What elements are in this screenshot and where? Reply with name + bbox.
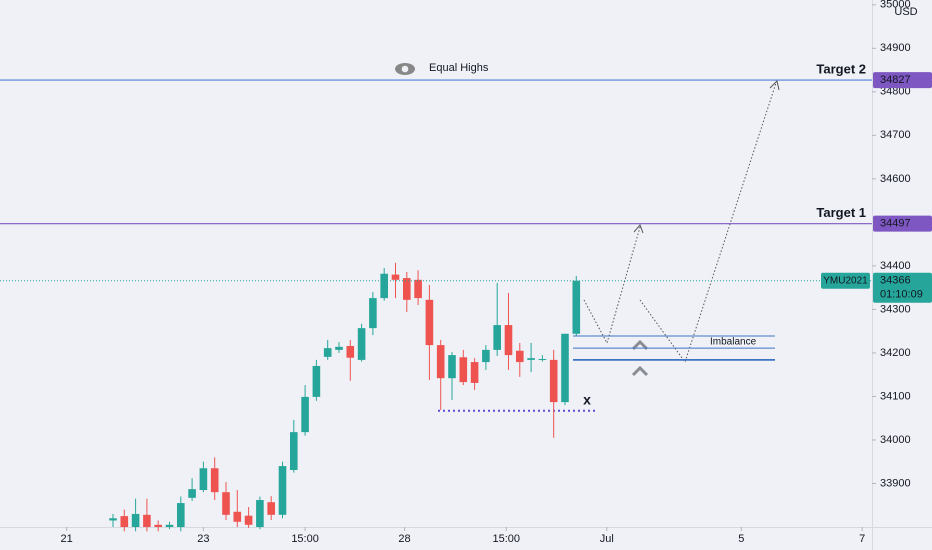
candle-body	[482, 349, 490, 363]
candle-body	[289, 432, 298, 470]
candle-body	[538, 359, 547, 361]
candle-body	[369, 298, 377, 329]
candle-body	[323, 348, 332, 357]
candle-body	[256, 500, 264, 527]
currency-label: USD	[894, 6, 917, 18]
candle-body	[154, 524, 162, 527]
eye-pupil	[401, 65, 409, 73]
x-tick-label: 21	[61, 533, 73, 545]
candle-body	[301, 396, 309, 433]
arrow-head	[633, 224, 644, 234]
candle-body	[244, 515, 253, 525]
y-tick-label: 35000	[880, 0, 911, 11]
countdown-label: 01:10:09	[880, 289, 923, 301]
candle-body	[380, 273, 388, 299]
candle-body	[312, 365, 321, 397]
x-tick-label: 7	[859, 533, 865, 545]
symbol-label: YMU2021	[823, 275, 868, 286]
candle-body	[109, 518, 117, 521]
candle-body	[131, 513, 140, 527]
y-tick-label: 34400	[880, 260, 911, 272]
candle-body	[504, 325, 513, 356]
candle-body	[515, 350, 524, 363]
x-tick-label: 5	[738, 533, 744, 545]
chevron	[631, 365, 649, 377]
arrow-head	[769, 80, 780, 91]
candle-body	[448, 355, 456, 379]
candle-body	[436, 345, 445, 379]
candle-body	[425, 299, 434, 346]
target-label: Target 2	[816, 62, 866, 77]
y-tick-label: 34700	[880, 129, 911, 141]
x-tick-label: Jul	[600, 533, 614, 545]
x-tick-label: 28	[398, 533, 410, 545]
candle-body	[335, 346, 343, 350]
target-label: Target 1	[816, 205, 866, 220]
price-tag-label: 34497	[880, 218, 911, 230]
projection-path	[639, 82, 777, 364]
y-tick-label: 34300	[880, 303, 911, 315]
symbol-tag	[821, 272, 870, 289]
y-tick-label: 34800	[880, 86, 911, 98]
candle-body	[165, 524, 174, 527]
y-tick-label: 34000	[880, 434, 911, 446]
imbalance-label: Imbalance	[710, 337, 757, 348]
candle-body	[210, 468, 219, 493]
y-tick-label: 33900	[880, 477, 911, 489]
candle-body	[278, 466, 287, 515]
candle-body	[402, 278, 411, 300]
candle-body	[222, 492, 230, 515]
candle-body	[346, 345, 355, 358]
candle-body	[120, 516, 129, 527]
y-tick-label: 34100	[880, 390, 911, 402]
y-tick-label: 34900	[880, 42, 911, 54]
low-mark-label: x	[583, 392, 591, 408]
price-tag	[873, 215, 932, 232]
candle-body	[391, 274, 400, 280]
candle-body	[357, 328, 366, 360]
last-price-label: 34366	[880, 275, 911, 287]
candle-body	[527, 358, 535, 360]
price-tag-label: 34827	[880, 74, 911, 86]
chevron	[631, 339, 649, 351]
eye-icon[interactable]	[395, 63, 415, 75]
x-tick-label: 23	[197, 533, 209, 545]
candle-body	[493, 325, 501, 350]
candle-body	[549, 359, 558, 403]
equal-highs-label: Equal Highs	[429, 62, 489, 74]
y-tick-label: 34600	[880, 173, 911, 185]
candle-body	[188, 489, 196, 498]
candle-body	[414, 279, 422, 299]
candle-body	[176, 503, 185, 527]
candle-body	[199, 468, 208, 491]
candle-body	[561, 333, 569, 403]
x-tick-label: 15:00	[291, 533, 319, 545]
x-tick-label: 15:00	[492, 533, 520, 545]
candle-body	[459, 357, 468, 383]
candle-body	[233, 511, 242, 522]
candle-body	[143, 514, 151, 527]
last-price-tag	[873, 272, 932, 303]
y-tick-label: 34200	[880, 347, 911, 359]
candle-body	[572, 280, 581, 334]
candle-body	[267, 502, 275, 515]
price-tag	[873, 72, 932, 89]
candle-body	[470, 362, 479, 383]
